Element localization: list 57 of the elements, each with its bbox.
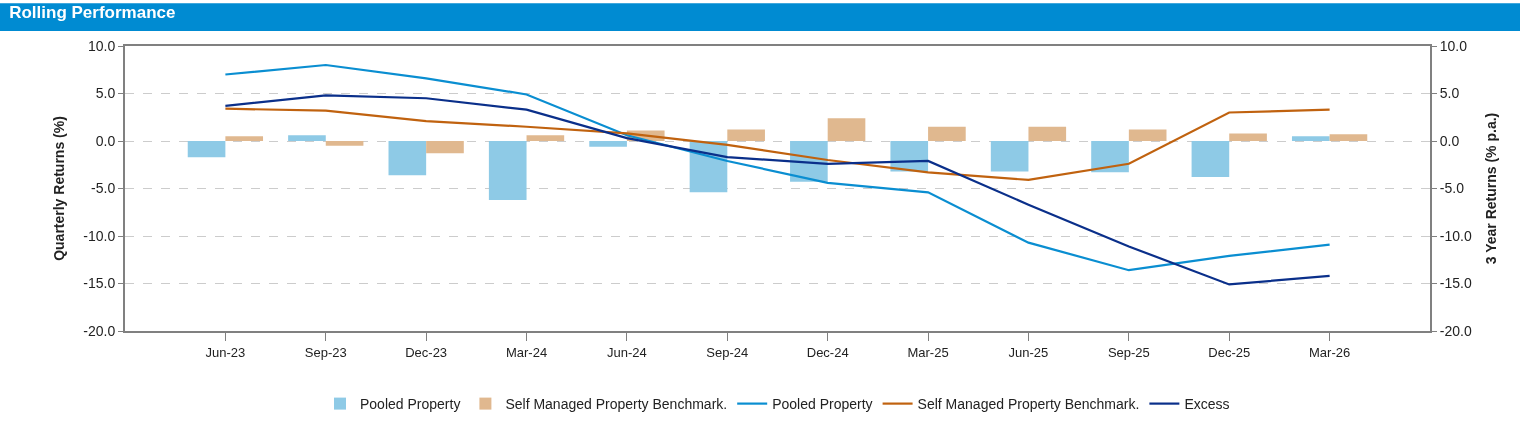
x-tick-label: Dec-24 xyxy=(806,344,849,360)
bar xyxy=(1091,141,1129,173)
legend-label: Pooled Property xyxy=(360,396,461,413)
bar xyxy=(1291,136,1330,141)
y2-tick-label: 5.0 xyxy=(1439,85,1460,102)
y-tick-label: 5.0 xyxy=(95,85,116,102)
x-tick-label: Jun-25 xyxy=(1008,344,1049,360)
y-tick-label: -15.0 xyxy=(83,275,116,292)
bar xyxy=(288,135,326,141)
x-tick-label: Dec-25 xyxy=(1208,344,1251,360)
bar xyxy=(225,136,264,141)
bar xyxy=(388,141,427,176)
legend-label: Excess xyxy=(1184,396,1230,413)
bar xyxy=(526,135,565,141)
bar xyxy=(488,141,527,200)
bar xyxy=(1028,126,1067,141)
bar xyxy=(990,141,1029,172)
bar xyxy=(827,118,866,141)
y2-tick-label: -5.0 xyxy=(1439,180,1465,197)
bar xyxy=(928,126,966,141)
y2-tick-label: -15.0 xyxy=(1439,275,1472,292)
y-axis-title: Quarterly Returns (%) xyxy=(51,116,68,261)
bar xyxy=(1191,141,1230,178)
bar xyxy=(187,141,226,158)
bar xyxy=(1128,129,1167,141)
legend-label: Pooled Property xyxy=(772,396,873,413)
bar xyxy=(727,129,765,141)
y-tick-label: 10.0 xyxy=(87,37,116,54)
bar xyxy=(325,141,364,146)
x-tick-label: Jun-24 xyxy=(607,344,647,360)
line-series xyxy=(224,94,1331,286)
x-tick-label: Jun-23 xyxy=(205,344,246,360)
x-tick-label: Mar-25 xyxy=(907,344,949,360)
bar xyxy=(1329,134,1368,141)
y2-axis-title: 3 Year Returns (% p.a.) xyxy=(1482,112,1499,265)
y2-tick-label: -20.0 xyxy=(1439,322,1472,339)
legend-label: Self Managed Property Benchmark. xyxy=(505,396,728,413)
chart-title: Rolling Performance xyxy=(9,3,176,23)
x-tick-label: Sep-24 xyxy=(706,344,749,360)
x-tick-label: Mar-24 xyxy=(505,344,548,360)
y2-tick-label: 0.0 xyxy=(1439,132,1460,149)
x-tick-label: Mar-26 xyxy=(1309,344,1351,360)
y2-tick-label: -10.0 xyxy=(1439,227,1472,244)
bar xyxy=(426,141,464,154)
y-tick-label: -5.0 xyxy=(91,180,116,197)
bar xyxy=(589,141,627,147)
x-tick-label: Sep-23 xyxy=(304,344,347,360)
legend-label: Self Managed Property Benchmark. xyxy=(917,396,1140,413)
line-series xyxy=(224,107,1331,182)
line-series xyxy=(224,63,1331,272)
x-tick-label: Sep-25 xyxy=(1107,344,1150,360)
y-tick-label: -10.0 xyxy=(83,227,116,244)
x-tick-label: Dec-23 xyxy=(405,344,448,360)
y2-tick-label: 10.0 xyxy=(1439,37,1468,54)
y-tick-label: 0.0 xyxy=(95,132,116,149)
y-tick-label: -20.0 xyxy=(83,322,116,339)
bar xyxy=(1229,133,1267,141)
